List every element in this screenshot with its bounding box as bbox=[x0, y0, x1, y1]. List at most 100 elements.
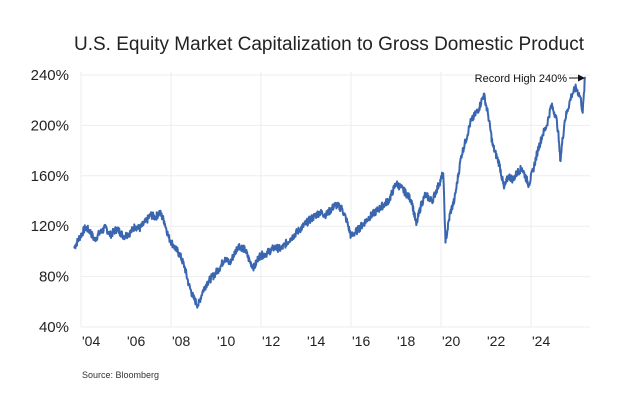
y-tick-label: 200% bbox=[31, 117, 69, 134]
data-point bbox=[154, 216, 157, 219]
data-point bbox=[410, 200, 413, 202]
data-point bbox=[264, 253, 267, 255]
data-point bbox=[507, 174, 510, 177]
data-point bbox=[145, 220, 148, 223]
data-point bbox=[307, 220, 310, 223]
data-point bbox=[521, 167, 523, 170]
data-point bbox=[172, 244, 175, 247]
data-point bbox=[516, 171, 519, 173]
y-tick-label: 40% bbox=[39, 319, 69, 336]
data-point bbox=[158, 211, 161, 214]
data-point bbox=[325, 213, 328, 216]
data-point bbox=[559, 159, 562, 162]
data-point bbox=[149, 213, 152, 216]
data-point bbox=[228, 263, 231, 265]
data-point bbox=[273, 246, 276, 249]
data-point bbox=[532, 168, 535, 171]
data-point bbox=[503, 187, 505, 190]
data-point bbox=[431, 200, 433, 202]
data-point bbox=[345, 219, 348, 221]
data-point bbox=[298, 229, 301, 231]
data-point bbox=[244, 249, 247, 252]
data-point bbox=[163, 220, 166, 223]
data-point bbox=[318, 211, 321, 214]
x-axis: '04 '06 '08 '10 '12 '14 '16 '18 '20 '22 '24 bbox=[82, 333, 550, 349]
data-point bbox=[545, 124, 548, 127]
data-point bbox=[419, 205, 422, 207]
data-point bbox=[377, 208, 379, 211]
data-point bbox=[498, 163, 501, 166]
data-point bbox=[464, 139, 467, 142]
data-point bbox=[334, 203, 337, 206]
y-tick-label: 80% bbox=[39, 269, 69, 286]
x-tick-label: '06 bbox=[127, 333, 145, 349]
record-high-annotation: Record High 240% bbox=[475, 73, 568, 85]
data-point bbox=[84, 226, 87, 229]
grid bbox=[80, 72, 590, 328]
x-tick-label: '22 bbox=[487, 333, 505, 349]
data-point bbox=[437, 183, 440, 186]
data-point bbox=[237, 244, 240, 247]
data-point bbox=[219, 265, 222, 268]
data-point bbox=[134, 225, 136, 228]
x-tick-label: '20 bbox=[442, 333, 460, 349]
series-line-0 bbox=[73, 77, 586, 309]
annotation-arrow-head-icon bbox=[578, 74, 585, 82]
data-point bbox=[368, 216, 370, 219]
data-point bbox=[536, 149, 539, 152]
data-point bbox=[197, 304, 199, 307]
data-point bbox=[482, 93, 485, 95]
data-point bbox=[280, 247, 283, 250]
data-point bbox=[116, 227, 118, 230]
data-point bbox=[399, 186, 402, 189]
data-point bbox=[224, 256, 226, 259]
source-note: Source: Bloomberg bbox=[82, 370, 159, 380]
data-point bbox=[122, 235, 125, 238]
data-point bbox=[206, 282, 208, 284]
series-layer bbox=[73, 76, 586, 309]
data-point bbox=[138, 227, 141, 230]
data-point bbox=[550, 104, 553, 107]
data-point bbox=[104, 226, 107, 229]
x-tick-label: '04 bbox=[82, 333, 100, 349]
data-point bbox=[460, 154, 463, 157]
data-point bbox=[442, 172, 445, 175]
data-point bbox=[192, 297, 195, 299]
data-point bbox=[93, 239, 96, 241]
data-point bbox=[570, 94, 573, 97]
data-point bbox=[341, 207, 343, 210]
x-tick-label: '18 bbox=[397, 333, 415, 349]
data-point bbox=[388, 198, 391, 201]
data-point bbox=[179, 254, 181, 257]
y-tick-label: 160% bbox=[31, 168, 69, 185]
data-point bbox=[350, 235, 352, 238]
annotation: Record High 240% bbox=[475, 73, 585, 85]
data-point bbox=[444, 241, 447, 244]
data-point bbox=[89, 230, 91, 233]
y-axis: 240% 200% 160% 120% 80% 40% bbox=[31, 67, 69, 336]
data-point bbox=[469, 121, 472, 124]
data-point bbox=[356, 229, 359, 231]
data-point bbox=[212, 274, 215, 277]
data-point bbox=[563, 119, 566, 122]
x-tick-label: '08 bbox=[172, 333, 190, 349]
data-point bbox=[395, 182, 397, 185]
data-point bbox=[257, 255, 260, 258]
data-point bbox=[289, 237, 292, 240]
data-point bbox=[77, 237, 80, 240]
data-point bbox=[201, 290, 204, 293]
data-point bbox=[527, 183, 530, 186]
data-point bbox=[188, 284, 190, 287]
x-tick-label: '16 bbox=[352, 333, 370, 349]
data-point bbox=[579, 96, 582, 99]
data-point bbox=[478, 106, 481, 109]
x-tick-label: '14 bbox=[307, 333, 325, 349]
data-point bbox=[449, 212, 451, 215]
data-point bbox=[253, 266, 256, 269]
data-point bbox=[98, 232, 100, 235]
data-point bbox=[73, 246, 76, 249]
chart-title: U.S. Equity Market Capitalization to Gro… bbox=[74, 34, 585, 55]
data-point bbox=[491, 144, 494, 147]
data-point bbox=[248, 260, 251, 263]
